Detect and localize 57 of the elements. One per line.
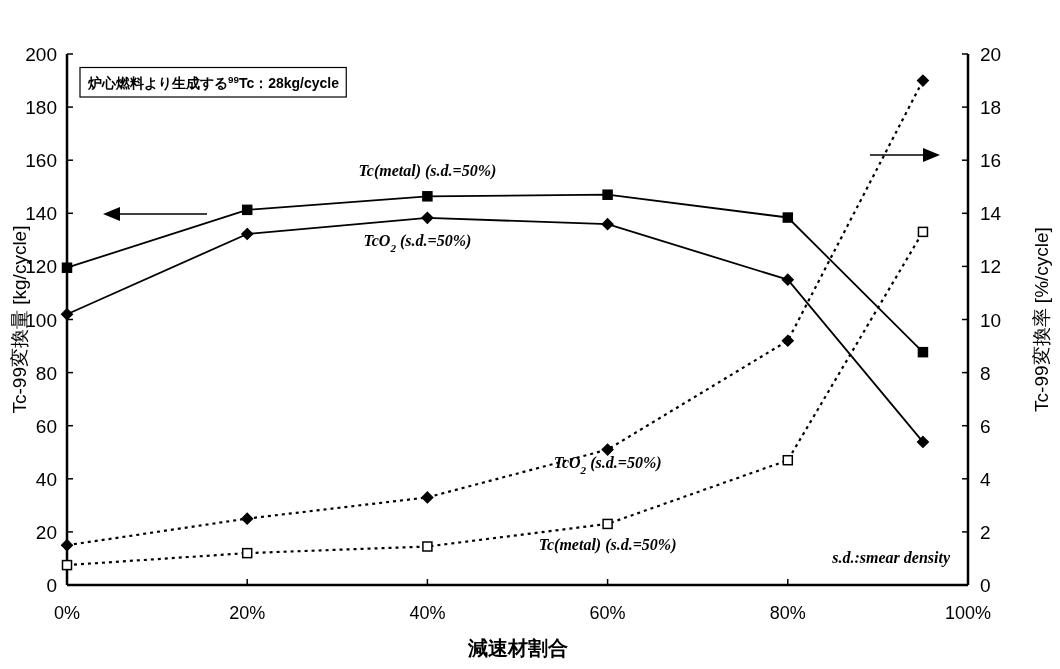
series-label: Tc(metal) (s.d.=50%) [538,535,677,554]
point [241,512,254,525]
y-tick-label: 200 [25,44,57,65]
y-tick-label: 40 [35,468,57,490]
point [917,346,929,358]
y2-tick-label: 14 [980,203,1002,225]
y2-tick-label: 16 [980,150,1002,172]
x-tick-label: 40% [409,603,446,623]
y2-tick-label: 4 [980,468,991,490]
annotation: s.d.:smear density [831,549,951,567]
point [241,204,253,216]
point [421,211,434,224]
y-tick-label: 140 [25,203,57,225]
x-tick-label: 100% [944,603,992,623]
y-tick-label: 20 [35,521,57,543]
x-tick-label: 60% [589,603,626,623]
point [916,74,930,87]
point [422,191,433,202]
point [602,189,613,200]
x-tick-label: 0% [53,603,81,623]
y2-axis-title: Tc-99変換率 [%/cycle] [1031,227,1052,412]
x-axis-title: 減速材割合 [466,637,568,659]
y-tick-label: 60 [35,415,57,437]
point [61,559,73,571]
point [917,226,929,238]
y2-tick-label: 8 [980,362,991,384]
y-tick-label: 180 [25,97,57,119]
point [601,443,614,456]
x-tick-label: 80% [769,603,806,623]
point [781,334,794,347]
point [422,541,433,552]
y2-tick-label: 20 [980,44,1002,65]
y-tick-label: 80 [35,362,57,384]
point [916,435,930,448]
point [60,308,74,321]
series-label: TcO$_{2}$ (s.d.=50%) [553,453,662,476]
y-tick-label: 0 [46,575,57,596]
point [781,273,794,286]
y2-tick-label: 18 [980,97,1002,119]
annotation: 炉心燃料より生成する$^{99}$Tc：28kg/cycle [87,73,340,91]
point [782,454,794,466]
point [241,547,253,559]
series-label: TcO$_{2}$ (s.d.=50%) [363,231,472,254]
point [601,218,614,231]
y-tick-label: 160 [25,150,57,172]
y2-tick-label: 6 [980,415,991,437]
series-label: Tc(metal) (s.d.=50%) [358,162,497,181]
y2-tick-label: 2 [980,521,991,543]
point [421,491,434,504]
x-tick-label: 20% [229,603,266,623]
point [60,539,74,552]
y2-tick-label: 12 [980,256,1002,278]
y2-tick-label: 10 [980,309,1002,331]
point [602,518,613,530]
y2-tick-label: 0 [980,575,991,596]
point [241,227,254,241]
point [782,212,794,223]
